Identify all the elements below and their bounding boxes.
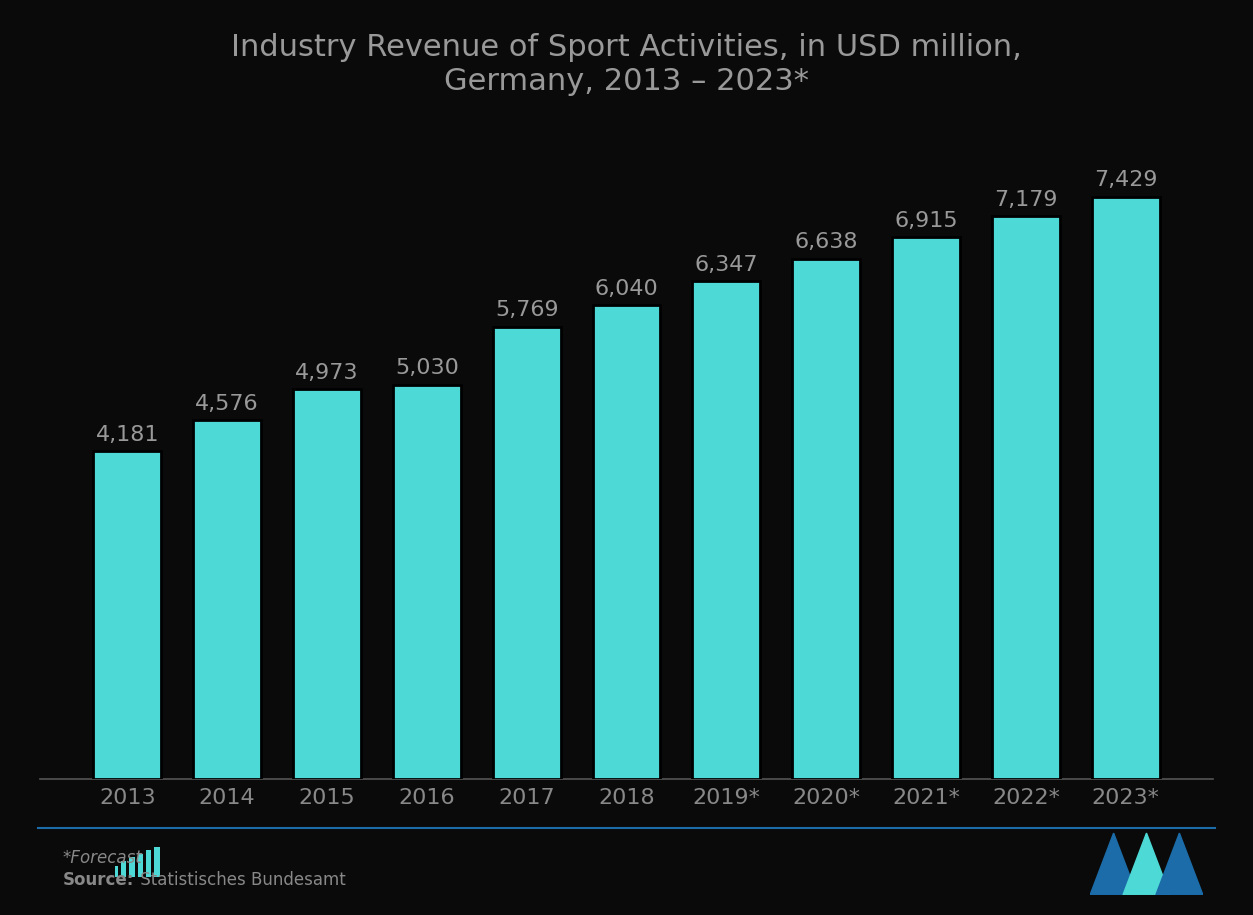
Polygon shape (1090, 833, 1138, 895)
Polygon shape (1155, 833, 1203, 895)
Text: 7,179: 7,179 (994, 190, 1058, 210)
Bar (792, 259, 860, 779)
Bar (1091, 197, 1159, 779)
Text: 4,973: 4,973 (296, 362, 358, 382)
Polygon shape (1123, 833, 1170, 895)
Text: 5,030: 5,030 (395, 359, 459, 378)
Text: *Forecast: *Forecast (63, 849, 143, 867)
Bar (293, 389, 361, 779)
Bar (393, 384, 461, 779)
Bar (593, 306, 660, 779)
Text: 4,181: 4,181 (95, 425, 159, 445)
Bar (193, 420, 261, 779)
Bar (94, 451, 162, 779)
Bar (892, 237, 960, 779)
Text: 4,576: 4,576 (195, 393, 259, 414)
Bar (120, 861, 127, 877)
Text: 6,347: 6,347 (694, 255, 758, 275)
Bar (693, 281, 761, 779)
Text: Source:: Source: (63, 871, 134, 889)
Text: 5,769: 5,769 (495, 300, 559, 320)
Title: Industry Revenue of Sport Activities, in USD million,
Germany, 2013 – 2023*: Industry Revenue of Sport Activities, in… (231, 33, 1022, 96)
Bar (138, 854, 143, 877)
Bar (145, 850, 152, 877)
Text: 7,429: 7,429 (1094, 170, 1158, 190)
Text: 6,915: 6,915 (895, 210, 957, 231)
Bar (113, 867, 118, 877)
Bar (492, 327, 560, 779)
Text: 6,638: 6,638 (794, 232, 858, 253)
Text: 6,040: 6,040 (595, 279, 658, 299)
Bar (154, 846, 160, 877)
Bar (992, 216, 1060, 779)
Bar (129, 857, 135, 877)
Text: Statistisches Bundesamt: Statistisches Bundesamt (135, 871, 346, 889)
